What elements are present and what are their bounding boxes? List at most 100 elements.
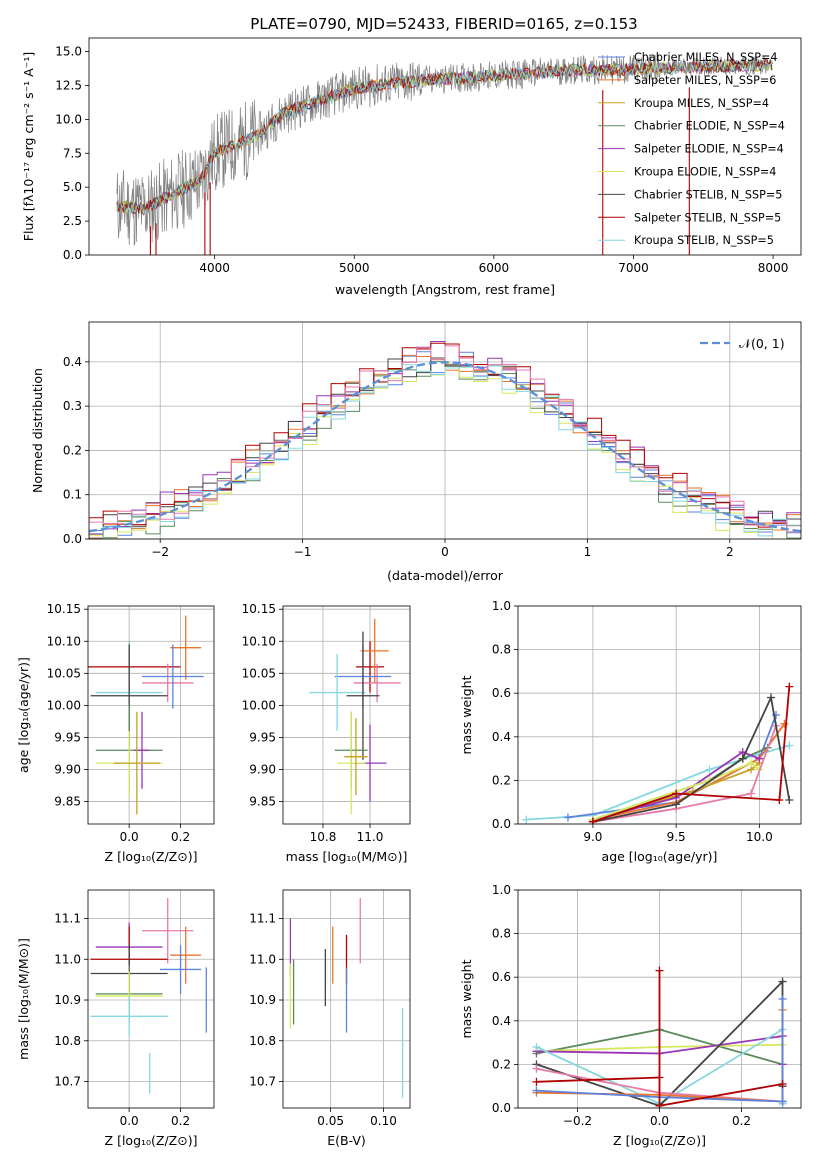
x-axis-label: Z [log₁₀(Z/Z⊙)] (105, 1133, 198, 1148)
y-tick-label: 0.4 (492, 1014, 511, 1028)
plot-area (308, 618, 401, 815)
plot-area (88, 615, 204, 815)
y-tick-label: 10.00 (242, 698, 276, 712)
y-tick-label: 10.05 (242, 666, 276, 680)
weight-marker (522, 815, 531, 824)
x-tick-label: 11.0 (357, 830, 384, 844)
weight-line (536, 970, 783, 1107)
y-tick-label: 0.2 (492, 1057, 511, 1071)
y-tick-label: 0.0 (492, 1101, 511, 1115)
legend-entry: Salpeter STELIB, N_SSP=5 (634, 211, 781, 224)
x-tick-label: 5000 (339, 261, 370, 275)
y-tick-label: 10.00 (47, 698, 81, 712)
x-tick-label: 0.0 (650, 1114, 669, 1128)
weight-line (592, 723, 786, 821)
y-tick-label: 10.8 (54, 1034, 81, 1048)
plot-area (289, 898, 404, 1098)
x-tick-label: 7000 (618, 261, 649, 275)
plot-area (532, 966, 787, 1108)
y-tick-label: 11.1 (54, 912, 81, 926)
x-tick-label: 6000 (479, 261, 510, 275)
panel-age-vs-Z: 0.0 0.2 9.85 9.90 9.95 10.00 10.05 10.10 10.15 Z … (16, 602, 215, 864)
y-tick-label: 10.9 (54, 993, 81, 1007)
axes-frame (282, 605, 411, 825)
x-axis-label: age [log₁₀(age/yr)] (602, 849, 718, 864)
plot-area (89, 341, 801, 539)
weight-marker (672, 800, 681, 809)
y-tick-label: 10.15 (242, 602, 276, 616)
panel-residuals: −2 −1 0 1 2 0.0 0.1 0.2 0.3 0.4 (data-model)/error… (30, 321, 802, 583)
x-axis-label: wavelength [Angstrom, rest frame] (335, 282, 555, 297)
panel-mass-vs-Z: 0.0 0.2 10.7 10.8 10.9 11.0 11.1 Z [log₁₀(Z/Z⊙)… (16, 889, 215, 1148)
axes-frame (88, 321, 802, 540)
y-tick-label: 10.7 (54, 1075, 81, 1089)
y-tick-label: 0.0 (63, 532, 82, 546)
y-tick-label: 10.15 (47, 602, 81, 616)
weight-marker (778, 1097, 787, 1106)
x-tick-label: 8000 (758, 261, 789, 275)
axes-frame (87, 889, 215, 1109)
x-tick-label: 0.0 (120, 830, 139, 844)
weight-marker (563, 813, 572, 822)
weight-marker (767, 693, 776, 702)
y-tick-label: 0.2 (492, 773, 511, 787)
weight-marker (747, 789, 756, 798)
x-tick-label: 10.8 (310, 830, 337, 844)
x-tick-label: 2 (726, 545, 734, 559)
y-tick-label: 10.0 (55, 112, 82, 126)
legend-entry: Chabrier STELIB, N_SSP=5 (634, 188, 782, 201)
gaussian-curve (89, 361, 801, 533)
y-tick-label: 0.3 (63, 399, 82, 413)
panel-spectrum: 4000 5000 6000 7000 8000 0.0 2.5 5.0 7.5 10.0 12.5… (21, 37, 802, 297)
y-tick-label: 0.2 (63, 443, 82, 457)
residual-histogram (89, 364, 801, 539)
x-tick-label: 0.10 (370, 1114, 397, 1128)
weight-marker (785, 682, 794, 691)
x-axis-label: Z [log₁₀(Z/Z⊙)] (613, 1133, 706, 1148)
y-tick-label: 11.0 (54, 952, 81, 966)
x-tick-label: 0.2 (171, 1114, 190, 1128)
panel-weight-vs-Z: −0.2 0.0 0.2 0.0 0.2 0.4 0.6 0.8 1.0 Z [log₁₀(Z/Z… (459, 883, 802, 1148)
weight-marker (747, 758, 756, 767)
legend-entry: Salpeter MILES, N_SSP=6 (634, 74, 776, 87)
y-axis-label: mass weight (459, 959, 474, 1038)
weight-marker (778, 1080, 787, 1089)
y-tick-label: 5.0 (63, 180, 82, 194)
x-tick-label: −0.2 (563, 1114, 592, 1128)
weight-marker (778, 977, 787, 986)
y-tick-label: 1.0 (492, 599, 511, 613)
figure-title: PLATE=0790, MJD=52433, FIBERID=0165, z=0… (250, 15, 637, 33)
x-tick-label: 9.0 (583, 830, 602, 844)
legend-entry: Chabrier MILES, N_SSP=4 (634, 51, 777, 64)
y-tick-label: 0.1 (63, 488, 82, 502)
y-tick-label: 10.10 (47, 634, 81, 648)
y-tick-label: 10.05 (47, 666, 81, 680)
weight-line (592, 761, 760, 821)
weight-marker (532, 1042, 541, 1051)
legend-entry: Kroupa STELIB, N_SSP=5 (634, 234, 774, 247)
x-tick-label: 0.2 (171, 830, 190, 844)
weight-line (592, 686, 791, 823)
weight-marker (532, 1077, 541, 1086)
y-tick-label: 7.5 (63, 146, 82, 160)
x-tick-label: 0.0 (120, 1114, 139, 1128)
y-axis-label: mass weight (459, 675, 474, 754)
x-tick-label: 0.2 (732, 1114, 751, 1128)
weight-line (592, 725, 777, 823)
weight-line (536, 999, 784, 1103)
weight-marker (780, 719, 789, 728)
weight-marker (785, 741, 794, 750)
y-axis-label: Normed distribution (30, 368, 45, 493)
axes-frame (282, 889, 411, 1109)
y-tick-label: 0.0 (63, 248, 82, 262)
y-tick-label: 10.9 (249, 993, 276, 1007)
weight-marker (655, 1073, 664, 1082)
y-tick-label: 2.5 (63, 214, 82, 228)
weight-marker (785, 796, 794, 805)
x-axis-label: E(B-V) (327, 1133, 366, 1148)
weight-line (592, 751, 760, 821)
weight-marker (655, 966, 664, 975)
x-tick-label: 9.5 (667, 830, 686, 844)
y-tick-label: 10.10 (242, 634, 276, 648)
